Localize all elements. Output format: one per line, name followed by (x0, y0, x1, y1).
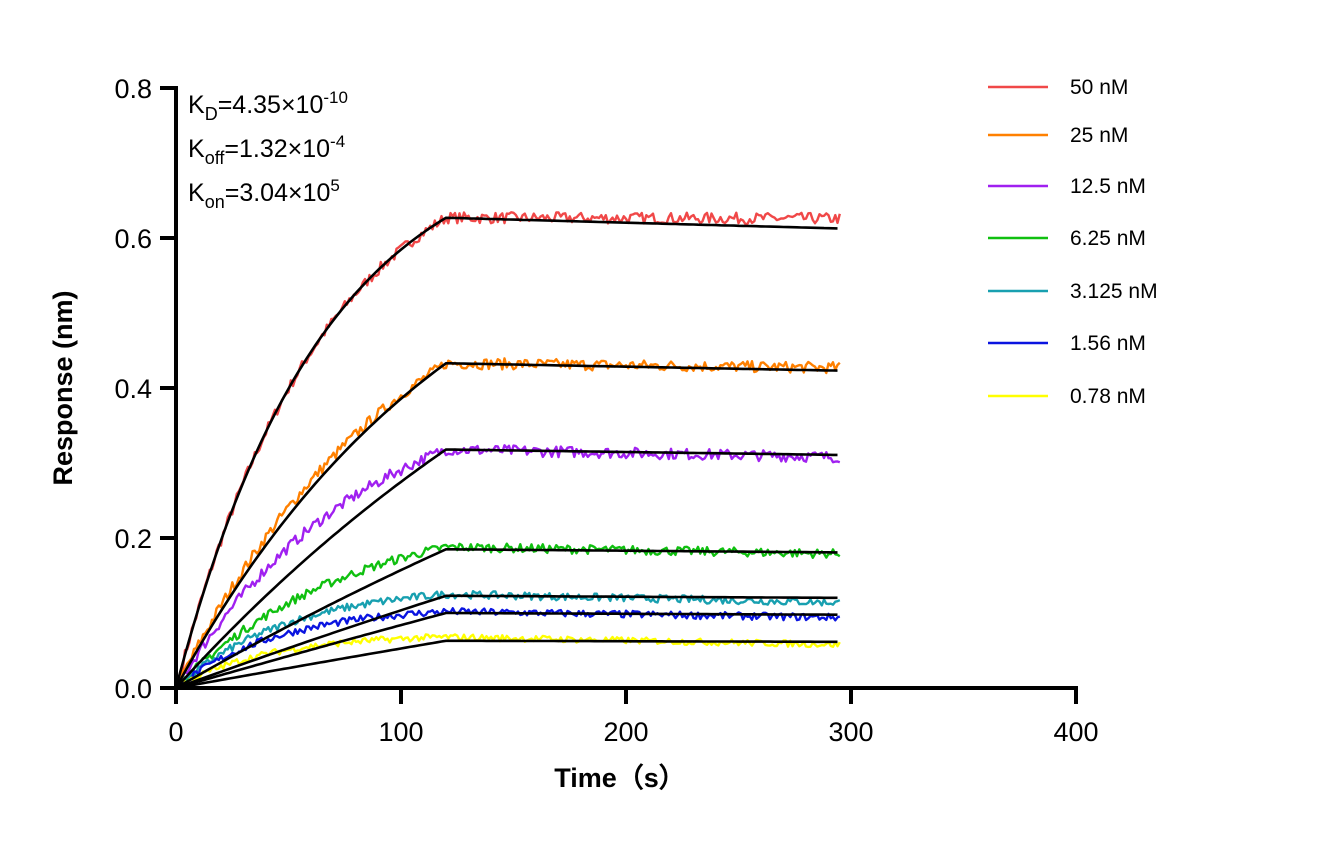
legend-label: 3.125 nM (1070, 280, 1158, 303)
y-tick-label: 0.6 (114, 224, 152, 254)
x-tick-label: 200 (603, 717, 648, 747)
axes: 0 100 200 300 400 0.0 0.2 0.4 0.6 0.8 (114, 74, 1098, 747)
kinetic-constants: KD=4.35×10-10 Koff=1.32×10-4 Kon=3.04×10… (188, 88, 348, 212)
legend-label: 12.5 nM (1070, 175, 1146, 198)
y-axis-label: Response (nm) (48, 290, 78, 485)
kd-annotation: KD=4.35×10-10 (188, 88, 348, 124)
fit-line-3.125nM (175, 594, 838, 690)
fit-line-25nM (174, 361, 838, 689)
legend-label: 50 nM (1070, 76, 1128, 99)
fit-line-12.5nM (175, 448, 838, 689)
fit-line-1.56nM (175, 611, 838, 690)
legend-label: 1.56 nM (1070, 332, 1146, 355)
fit-line-6.25nM (175, 547, 838, 690)
y-tick-label: 0.2 (114, 524, 152, 554)
legend-label: 6.25 nM (1070, 227, 1146, 250)
legend: 50 nM 25 nM 12.5 nM 6.25 nM 3.125 nM 1.56 nM 0… (988, 76, 1158, 408)
x-tick-label: 300 (828, 717, 873, 747)
x-tick-label: 400 (1053, 717, 1098, 747)
fit-line-50nM (174, 216, 838, 689)
x-tick-label: 0 (168, 717, 183, 747)
plot-area (174, 211, 841, 690)
y-tick-label: 0.4 (114, 374, 152, 404)
x-axis-label: Time（s） (554, 763, 686, 793)
data-line-3.125nM (175, 590, 841, 689)
koff-annotation: Koff=1.32×10-4 (188, 132, 345, 168)
x-tick-label: 100 (378, 717, 423, 747)
data-line-6.25nM (175, 542, 841, 689)
y-tick-label: 0.8 (114, 74, 152, 104)
y-tick-label: 0.0 (114, 674, 152, 704)
legend-label: 25 nM (1070, 124, 1128, 147)
data-line-1.56nM (175, 607, 841, 689)
legend-label: 0.78 nM (1070, 385, 1146, 408)
kon-annotation: Kon=3.04×105 (188, 176, 340, 212)
fit-line-0.78nM (175, 639, 838, 690)
